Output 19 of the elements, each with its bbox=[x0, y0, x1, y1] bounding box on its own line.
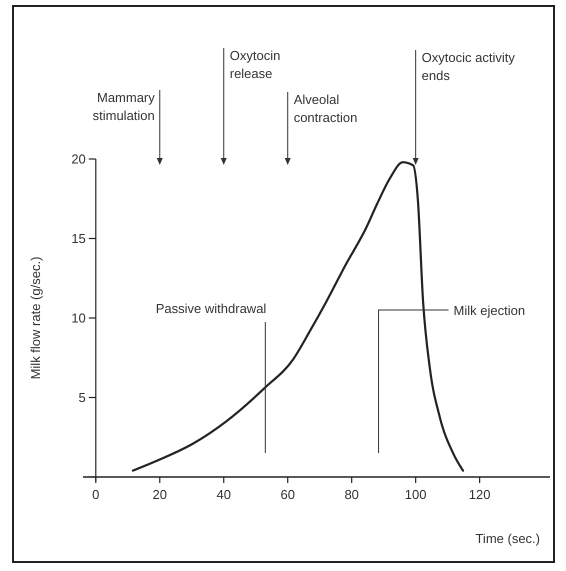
x-tick-label: 120 bbox=[468, 487, 490, 502]
x-tick-label: 80 bbox=[344, 487, 359, 502]
ref-line-label: Mammary stimulation bbox=[92, 90, 156, 123]
ref-line-label: Alveolal contraction bbox=[294, 92, 358, 125]
ref-line-label: Oxytocic activity ends bbox=[422, 50, 516, 83]
x-tick-label: 40 bbox=[216, 487, 231, 502]
y-tick-label: 10 bbox=[71, 310, 86, 326]
y-tick-label: 20 bbox=[71, 152, 86, 166]
ref-line-label: Passive withdrawal bbox=[156, 301, 266, 316]
x-tick-label: 0 bbox=[92, 487, 100, 502]
x-tick-label: 60 bbox=[280, 487, 295, 502]
y-axis-title: Milk flow rate (g/sec.) bbox=[28, 256, 43, 380]
x-axis-title: Time (sec.) bbox=[475, 531, 540, 546]
ref-line-label: Oxytocin release bbox=[230, 48, 280, 81]
y-tick-label: 15 bbox=[71, 231, 86, 246]
y-tick-label: 5 bbox=[78, 390, 86, 405]
ref-line-label: Milk ejection bbox=[454, 303, 526, 318]
x-tick-label: 100 bbox=[404, 487, 427, 502]
x-tick-label: 20 bbox=[152, 487, 167, 502]
